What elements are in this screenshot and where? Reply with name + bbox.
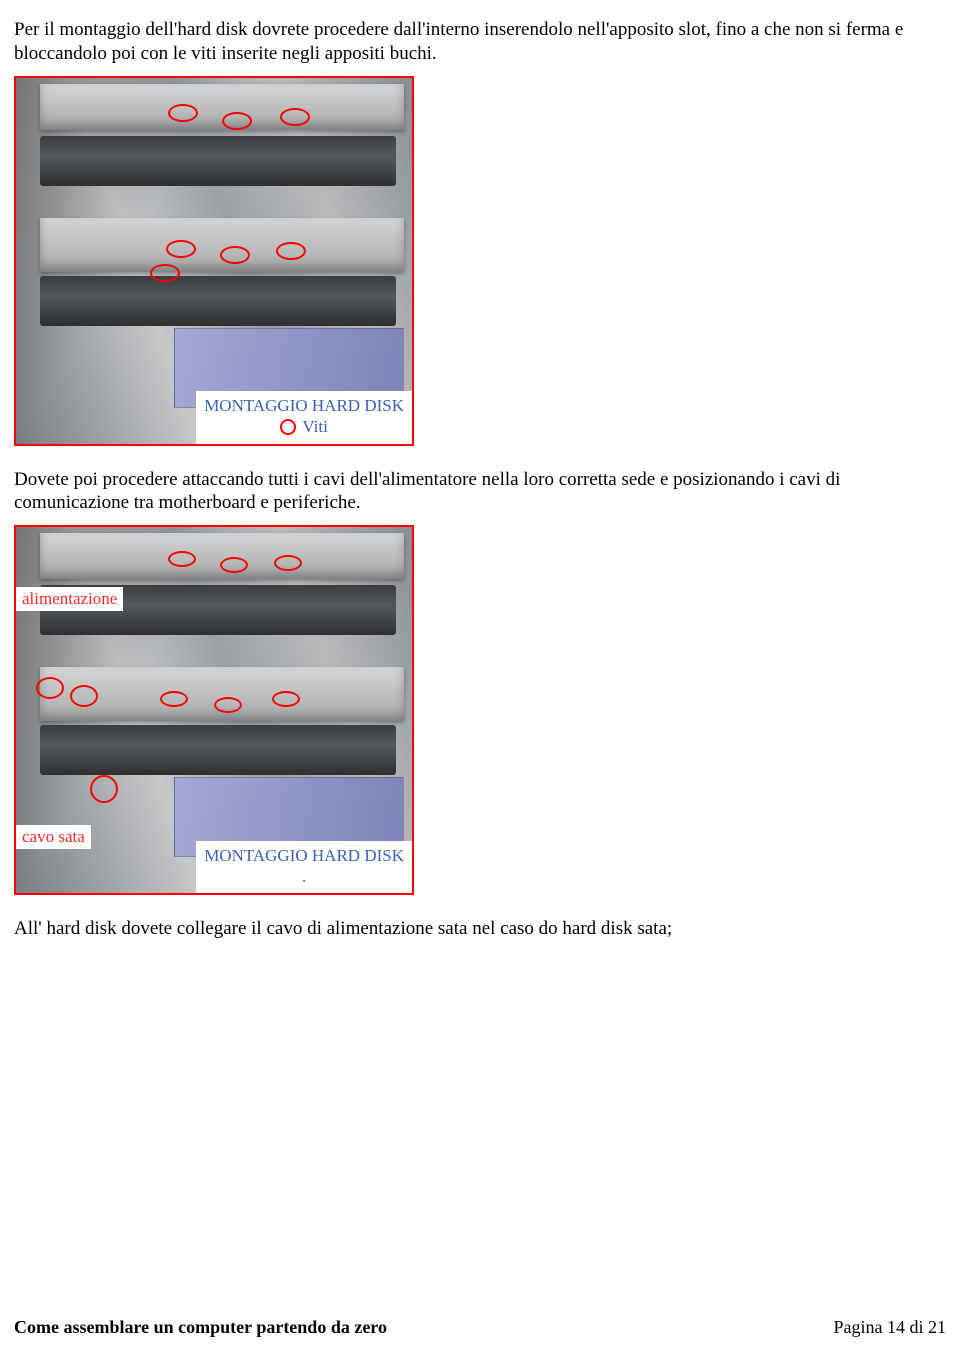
- annotation-circle: [90, 775, 118, 803]
- annotation-circle: [214, 697, 242, 713]
- annotation-circle: [272, 691, 300, 707]
- annotation-circle: [166, 240, 196, 258]
- annotation-circle: [70, 685, 98, 707]
- figure-caption: MONTAGGIO HARD DISK .: [196, 841, 412, 894]
- footer-page-number: Pagina 14 di 21: [834, 1317, 947, 1338]
- figure-caption-title: MONTAGGIO HARD DISK: [204, 396, 404, 415]
- hard-drive: [40, 136, 396, 186]
- annotation-circle: [36, 677, 64, 699]
- page-footer: Come assemblare un computer partendo da …: [14, 1317, 946, 1338]
- annotation-circle: [222, 112, 252, 130]
- paragraph-1: Per il montaggio dell'hard disk dovrete …: [14, 18, 946, 66]
- paragraph-3: All' hard disk dovete collegare il cavo …: [14, 917, 946, 941]
- figure-label-alimentazione: alimentazione: [16, 587, 123, 611]
- annotation-circle: [168, 551, 196, 567]
- paragraph-2: Dovete poi procedere attaccando tutti i …: [14, 468, 946, 516]
- figure-hard-disk-mounting-screws: MONTAGGIO HARD DISK Viti: [14, 76, 414, 446]
- annotation-circle: [168, 104, 198, 122]
- drive-bay-shelf: [40, 533, 404, 579]
- hard-drive: [40, 725, 396, 775]
- footer-title: Come assemblare un computer partendo da …: [14, 1317, 387, 1338]
- annotation-circle: [220, 246, 250, 264]
- annotation-circle: [160, 691, 188, 707]
- drive-bay-shelf: [40, 218, 404, 272]
- annotation-circle: [276, 242, 306, 260]
- figure-label-cavo-sata: cavo sata: [16, 825, 91, 849]
- figure-caption-title: MONTAGGIO HARD DISK: [204, 846, 404, 865]
- figure-caption-sub: Viti: [302, 417, 327, 436]
- annotation-circle: [220, 557, 248, 573]
- annotation-circle: [274, 555, 302, 571]
- figure-hard-disk-mounting-cables: alimentazione cavo sata MONTAGGIO HARD D…: [14, 525, 414, 895]
- annotation-circle: [280, 108, 310, 126]
- legend-circle-icon: [280, 419, 296, 435]
- annotation-circle: [150, 264, 180, 282]
- hard-drive: [40, 276, 396, 326]
- figure-caption: MONTAGGIO HARD DISK Viti: [196, 391, 412, 444]
